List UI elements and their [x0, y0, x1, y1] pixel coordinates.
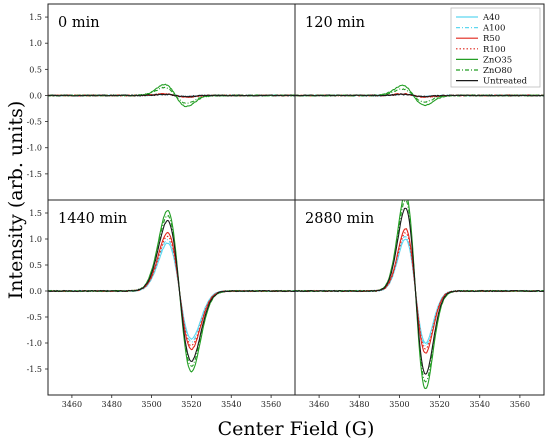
x-tick-label: 3540: [221, 400, 241, 409]
y-tick-label: 1.5: [29, 209, 42, 218]
x-tick-label: 3500: [141, 400, 161, 409]
panel-label: 2880 min: [305, 211, 374, 227]
y-axis-label: Intensity (arb. units): [5, 101, 27, 300]
y-tick-label: -1.5: [27, 365, 42, 374]
x-tick-label: 3460: [309, 400, 329, 409]
series-line-untreated: [48, 93, 295, 98]
series-group: [48, 83, 295, 108]
panel-label: 0 min: [58, 15, 100, 31]
legend-entry: Untreated: [483, 77, 528, 87]
y-tick-label: -1.0: [27, 339, 42, 348]
x-tick-label: 3540: [470, 400, 490, 409]
legend-entry: R50: [483, 34, 500, 44]
legend-entry: A40: [482, 13, 500, 23]
panel-label: 1440 min: [58, 211, 127, 227]
y-tick-label: -0.5: [27, 118, 42, 127]
x-tick-label: 3520: [181, 400, 201, 409]
y-tick-label: 1.5: [29, 13, 42, 22]
x-tick-label: 3560: [261, 400, 281, 409]
y-tick-label: 0.0: [29, 287, 42, 296]
y-tick-label: 0.0: [29, 91, 42, 100]
y-tick-label: -1.5: [27, 170, 42, 179]
y-tick-label: 0.5: [29, 65, 42, 74]
y-tick-label: 0.5: [29, 261, 42, 270]
legend-entry: ZnO35: [483, 55, 512, 65]
x-tick-label: 3460: [62, 400, 82, 409]
panel-frame: [294, 199, 545, 396]
y-tick-label: -1.0: [27, 144, 42, 153]
x-tick-label: 3480: [102, 400, 122, 409]
series-group: [48, 210, 295, 373]
panel-frame: [47, 3, 296, 201]
panel-3: 2880 min 3460 3480 3500 3520 3540 3560: [294, 199, 545, 409]
series-line-untreated: [48, 219, 295, 363]
y-tick-label: 1.0: [29, 39, 42, 48]
panel-0: 0 min -1.5 -1.0 -0.5 0.0 0.5 1.0 1.5: [27, 3, 296, 201]
panel-label: 120 min: [305, 15, 365, 31]
y-tick-label: -0.5: [27, 313, 42, 322]
x-tick-label: 3480: [349, 400, 369, 409]
series-group: [295, 84, 544, 107]
y-tick-label: 1.0: [29, 235, 42, 244]
legend-entry: R100: [483, 45, 506, 55]
panel-2: 1440 min -1.5 -1.0 -0.5 0.0 0.5 1.0 1.5 3460 3480…: [27, 199, 296, 409]
panel-1: 120 min: [294, 3, 545, 201]
legend-entry: A100: [482, 24, 505, 34]
series-line-untreated: [295, 93, 544, 98]
series-line-untreated: [295, 207, 544, 375]
x-tick-label: 3560: [510, 400, 530, 409]
x-axis-label: Center Field (G): [218, 418, 375, 440]
series-group: [295, 200, 544, 390]
x-tick-label: 3520: [429, 400, 449, 409]
legend-entry: ZnO80: [483, 66, 512, 76]
x-tick-label: 3500: [389, 400, 409, 409]
plot-layer: 0 min -1.5 -1.0 -0.5 0.0 0.5 1.0 1.5 120 min 1440…: [27, 3, 545, 409]
legend-box: [450, 7, 541, 88]
